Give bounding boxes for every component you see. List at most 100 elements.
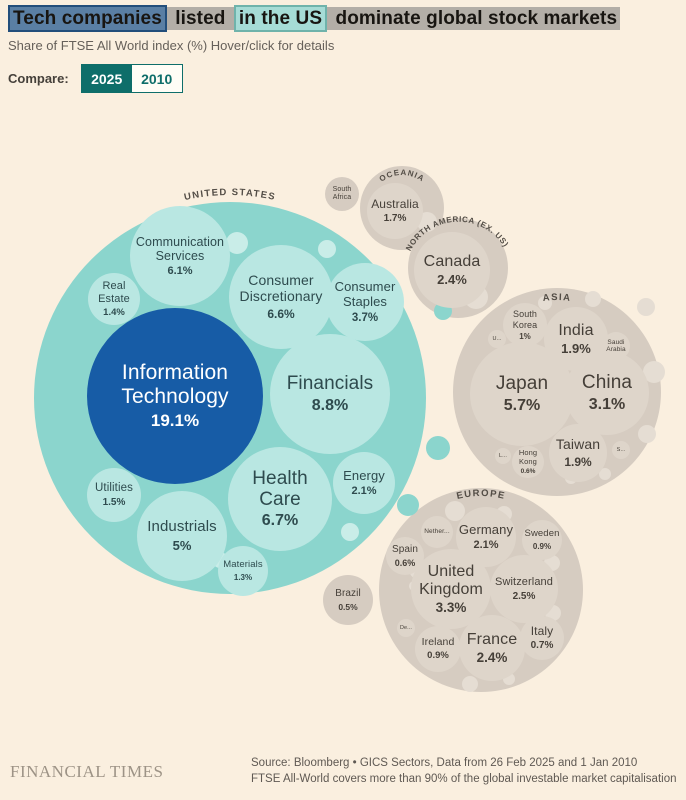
- decor-bubble: [599, 468, 611, 480]
- bubble-value: 2.4%: [437, 272, 467, 288]
- bubble-value: 0.9%: [532, 541, 552, 551]
- bubble-value: 1.3%: [233, 572, 253, 582]
- bubble-industrials[interactable]: Industrials 5%: [137, 491, 227, 581]
- bubble-real-estate[interactable]: Real Estate 1.4%: [88, 273, 140, 325]
- bubble-financials[interactable]: Financials 8.8%: [270, 334, 390, 454]
- bubble-health-care[interactable]: Health Care 6.7%: [228, 447, 332, 551]
- bubble-canada[interactable]: Canada 2.4%: [414, 232, 490, 308]
- bubble-india[interactable]: India 1.9%: [544, 307, 608, 371]
- bubble-label: Nether...: [424, 528, 450, 536]
- bubble-australia[interactable]: Australia 1.7%: [367, 183, 423, 239]
- bubble-label: Switzerland: [495, 576, 553, 589]
- decor-bubble: [638, 425, 656, 443]
- source-line-1: Source: Bloomberg • GICS Sectors, Data f…: [251, 757, 638, 769]
- decor-bubble: [226, 232, 248, 254]
- bubble-value: 19.1%: [150, 410, 200, 430]
- bubble-value: 3.1%: [588, 395, 626, 413]
- bubble-asia-small-l[interactable]: L...: [495, 448, 511, 464]
- bubble-netherlands[interactable]: Nether...: [421, 516, 453, 548]
- bubble-value: 2.1%: [473, 539, 499, 552]
- bubble-label: India: [558, 321, 594, 339]
- year-button-2025[interactable]: 2025: [81, 65, 132, 92]
- decor-bubble: [426, 436, 450, 460]
- bubble-label: De...: [399, 624, 413, 631]
- bubble-label: Information Technology: [121, 361, 229, 408]
- decor-bubble: [538, 296, 552, 310]
- bubble-consumer-staples[interactable]: Consumer Staples 3.7%: [326, 263, 404, 341]
- bubble-value: 2.5%: [512, 590, 536, 602]
- bubble-south-korea[interactable]: South Korea 1%: [503, 303, 547, 347]
- bubble-label: Ireland: [421, 635, 455, 648]
- bubble-value: 0.9%: [427, 650, 449, 662]
- bubble-value: 1.9%: [561, 341, 591, 357]
- bubble-italy[interactable]: Italy 0.7%: [520, 616, 564, 660]
- bubble-value: 3.7%: [351, 311, 379, 324]
- bubble-label: United Kingdom: [419, 562, 483, 598]
- bubble-value: 1.5%: [102, 496, 126, 508]
- bubble-value: 1.4%: [103, 306, 125, 318]
- bubble-hong-kong[interactable]: Hong Kong 0.6%: [512, 446, 544, 478]
- bubble-brazil[interactable]: Brazil 0.5%: [323, 575, 373, 625]
- year-toggle: 2025 2010: [80, 64, 183, 93]
- bubble-switzerland[interactable]: Switzerland 2.5%: [490, 555, 558, 623]
- bubble-label: Spain: [391, 544, 419, 556]
- bubble-label: Health Care: [252, 467, 308, 510]
- bubble-sweden[interactable]: Sweden 0.9%: [522, 520, 562, 560]
- bubble-asia-small-s[interactable]: S...: [612, 441, 630, 459]
- bubble-info-tech[interactable]: Information Technology 19.1%: [87, 308, 263, 484]
- bubble-value: 6.7%: [261, 512, 299, 530]
- bubble-label: Utilities: [95, 482, 133, 495]
- decor-bubble: [341, 523, 359, 541]
- bubble-asia-small-u[interactable]: U...: [488, 330, 506, 348]
- bubble-label: Real Estate: [98, 280, 130, 305]
- bubble-south-africa[interactable]: South Africa: [325, 177, 359, 211]
- bubble-spain[interactable]: Spain 0.6%: [386, 537, 424, 575]
- bubble-energy[interactable]: Energy 2.1%: [333, 452, 395, 514]
- bubble-value: 2.1%: [351, 485, 377, 498]
- bubble-value: 0.6%: [394, 557, 416, 568]
- bubble-value: 5.7%: [503, 396, 541, 414]
- bubble-label: U...: [492, 335, 502, 342]
- decor-bubble: [397, 494, 419, 516]
- bubble-value: 0.7%: [530, 640, 554, 652]
- bubble-value: 3.3%: [435, 600, 467, 616]
- financial-times-logo: FINANCIAL TIMES: [10, 762, 164, 781]
- bubble-label: Hong Kong: [518, 448, 538, 466]
- bubble-label: Industrials: [147, 518, 217, 536]
- source-note: Source: Bloomberg • GICS Sectors, Data f…: [251, 756, 677, 787]
- compare-control: Compare: 2025 2010: [8, 64, 183, 93]
- bubble-label: Taiwan: [555, 436, 601, 453]
- bubble-label: L...: [498, 452, 508, 459]
- bubble-taiwan[interactable]: Taiwan 1.9%: [549, 424, 607, 482]
- bubble-united-kingdom[interactable]: United Kingdom 3.3%: [411, 549, 491, 629]
- bubble-label: Financials: [286, 373, 374, 395]
- bubble-label: Materials: [223, 559, 263, 571]
- bubble-europe-small-de[interactable]: De...: [397, 619, 415, 637]
- bubble-label: South Africa: [332, 186, 352, 201]
- bubble-materials[interactable]: Materials 1.3%: [218, 546, 268, 596]
- bubble-ireland[interactable]: Ireland 0.9%: [415, 626, 461, 672]
- bubble-label: S...: [616, 446, 626, 453]
- bubble-communication-services[interactable]: Communication Services 6.1%: [130, 206, 230, 306]
- year-button-2010[interactable]: 2010: [141, 70, 173, 87]
- bubble-japan[interactable]: Japan 5.7%: [470, 342, 574, 446]
- bubble-consumer-discretionary[interactable]: Consumer Discretionary 6.6%: [229, 245, 333, 349]
- decor-bubble: [637, 298, 655, 316]
- bubble-value: 1.7%: [383, 213, 407, 225]
- bubble-label: Consumer Staples: [334, 279, 396, 309]
- bubble-france[interactable]: France 2.4%: [459, 615, 525, 681]
- bubble-value: 5%: [172, 537, 192, 553]
- page-title: Tech companies listed in the US dominate…: [8, 5, 678, 32]
- chart-subtitle: Share of FTSE All World index (%) Hover/…: [8, 38, 335, 53]
- bubble-value: 1.9%: [564, 454, 592, 469]
- bubble-utilities[interactable]: Utilities 1.5%: [87, 468, 141, 522]
- decor-bubble: [585, 291, 601, 307]
- bubble-label: China: [581, 372, 633, 394]
- compare-label: Compare:: [8, 71, 69, 86]
- bubble-label: South Korea: [512, 309, 538, 330]
- bubble-germany[interactable]: Germany 2.1%: [456, 507, 516, 567]
- bubble-value: 6.1%: [167, 265, 193, 277]
- bubble-saudi-arabia[interactable]: Saudi Arabia: [602, 332, 630, 360]
- bubble-value: 6.6%: [267, 306, 295, 321]
